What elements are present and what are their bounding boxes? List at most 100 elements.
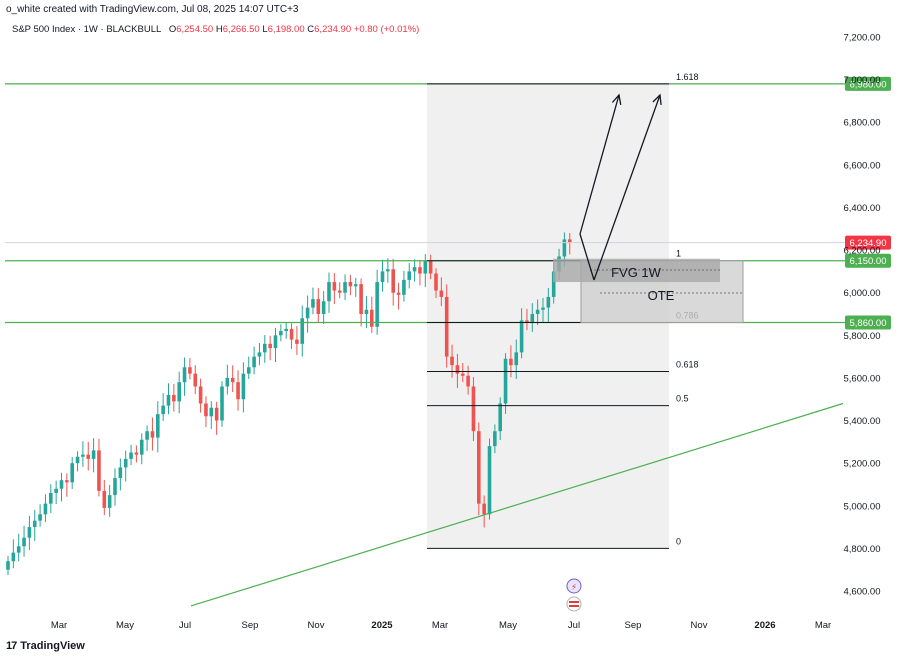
candle-body (97, 450, 101, 491)
close-label: C (307, 24, 315, 35)
y-axis-tick-label: 5,800.00 (844, 331, 881, 342)
symbol-info-bar: S&P 500 Index · 1W · BLACKBULL O6,254.50… (12, 24, 419, 35)
level-price-tag-label: 6,980.00 (850, 79, 887, 90)
symbol-name[interactable]: S&P 500 Index · 1W · BLACKBULL (12, 24, 161, 35)
us-flag-stripe (569, 601, 579, 603)
fvg-label: FVG 1W (611, 265, 662, 280)
x-axis-tick-label: Jul (568, 620, 580, 631)
candle-body (161, 405, 165, 415)
candle-body (305, 307, 310, 319)
y-axis-tick-label: 6,000.00 (844, 288, 881, 299)
fib-level-label: 0 (676, 536, 681, 546)
y-axis-tick-label: 4,800.00 (844, 544, 881, 555)
candle-body (113, 478, 117, 496)
candle-body (225, 377, 230, 387)
x-axis-tick-label: Sep (625, 620, 642, 631)
fib-level-label: 1.618 (676, 72, 699, 82)
candle-body (332, 282, 337, 291)
candle-body (263, 343, 267, 353)
last-price-tag-label: 6,234.90 (850, 238, 887, 249)
x-axis-tick-label: Mar (51, 620, 67, 631)
level-price-tag (845, 315, 891, 330)
dividend-event-icon (566, 578, 582, 594)
candle-body (428, 260, 433, 274)
candle-body (471, 386, 476, 432)
candle-body (311, 299, 315, 308)
candle-body (370, 309, 374, 327)
candle-body (412, 267, 417, 272)
candle-body (156, 414, 160, 438)
candle-body (32, 520, 37, 528)
y-axis-tick-label: 6,400.00 (844, 203, 881, 214)
candle-body (375, 282, 379, 327)
candle-body (129, 452, 133, 459)
candle-body (321, 301, 326, 314)
fib-level-label: 1 (676, 249, 681, 259)
projection-arrow (593, 94, 661, 281)
candle-body (279, 331, 283, 336)
candle-body (43, 503, 48, 515)
candle-body (81, 454, 85, 457)
candle-body (16, 546, 21, 553)
candle-body (230, 377, 235, 383)
candle-body (134, 452, 139, 455)
candle-body (145, 431, 149, 440)
projection-arrowhead (611, 93, 622, 105)
candle-body (59, 480, 64, 489)
candle-body (530, 314, 535, 323)
x-axis-tick-label: 2025 (371, 620, 393, 631)
y-axis-tick-label: 7,000.00 (844, 75, 881, 86)
y-axis-tick-label: 6,200.00 (844, 246, 881, 257)
candle-body (434, 273, 438, 291)
low-label: L (262, 24, 268, 35)
candle-body (439, 290, 444, 297)
candle-body (380, 271, 385, 283)
candle-body (503, 358, 508, 404)
level-price-tag-label: 6,150.00 (850, 256, 887, 267)
level-price-tag (845, 253, 891, 268)
candle-body (482, 503, 486, 515)
candle-body (284, 328, 288, 332)
candle-body (407, 271, 412, 280)
candle-body (139, 439, 144, 455)
candle-body (75, 456, 80, 464)
candle-body (509, 358, 513, 366)
projection-arrowhead (652, 93, 662, 106)
y-axis-tick-label: 5,400.00 (844, 416, 881, 427)
candle-body (214, 407, 219, 421)
tradingview-brand-text: TradingView (20, 640, 85, 652)
candle-body (188, 367, 192, 374)
x-axis-tick-label: Sep (242, 620, 259, 631)
x-axis-tick-label: Mar (432, 620, 448, 631)
candle-body (27, 527, 32, 538)
candle-body (295, 339, 299, 344)
candle-body (193, 373, 198, 387)
candle-body (535, 309, 540, 314)
candle-body (396, 292, 401, 295)
candle-body (102, 490, 107, 508)
candle-body (54, 488, 58, 493)
candle-body (525, 320, 529, 323)
ascending-trendline (190, 402, 844, 607)
candle-body (65, 480, 69, 483)
candle-body (343, 282, 347, 293)
last-price-tag (845, 235, 891, 250)
open-value: 6,254.50 (176, 24, 214, 35)
candle-body (402, 279, 406, 295)
candle-body (364, 309, 369, 314)
candle-body (348, 282, 353, 287)
candle-body (551, 271, 556, 297)
change-value: +0.80 (+0.01%) (353, 24, 420, 35)
chart-creator-caption: o_white created with TradingView.com, Ju… (6, 4, 299, 15)
candle-body (257, 352, 262, 357)
candle-body (241, 373, 246, 400)
tradingview-logo[interactable]: 17 TradingView (6, 640, 85, 652)
y-axis-tick-label: 4,600.00 (844, 587, 881, 598)
candle-body (166, 394, 171, 406)
candle-body (337, 290, 342, 293)
candle-body (204, 403, 208, 417)
candle-body (38, 514, 42, 521)
candle-body (123, 458, 128, 468)
candle-body (546, 296, 551, 308)
